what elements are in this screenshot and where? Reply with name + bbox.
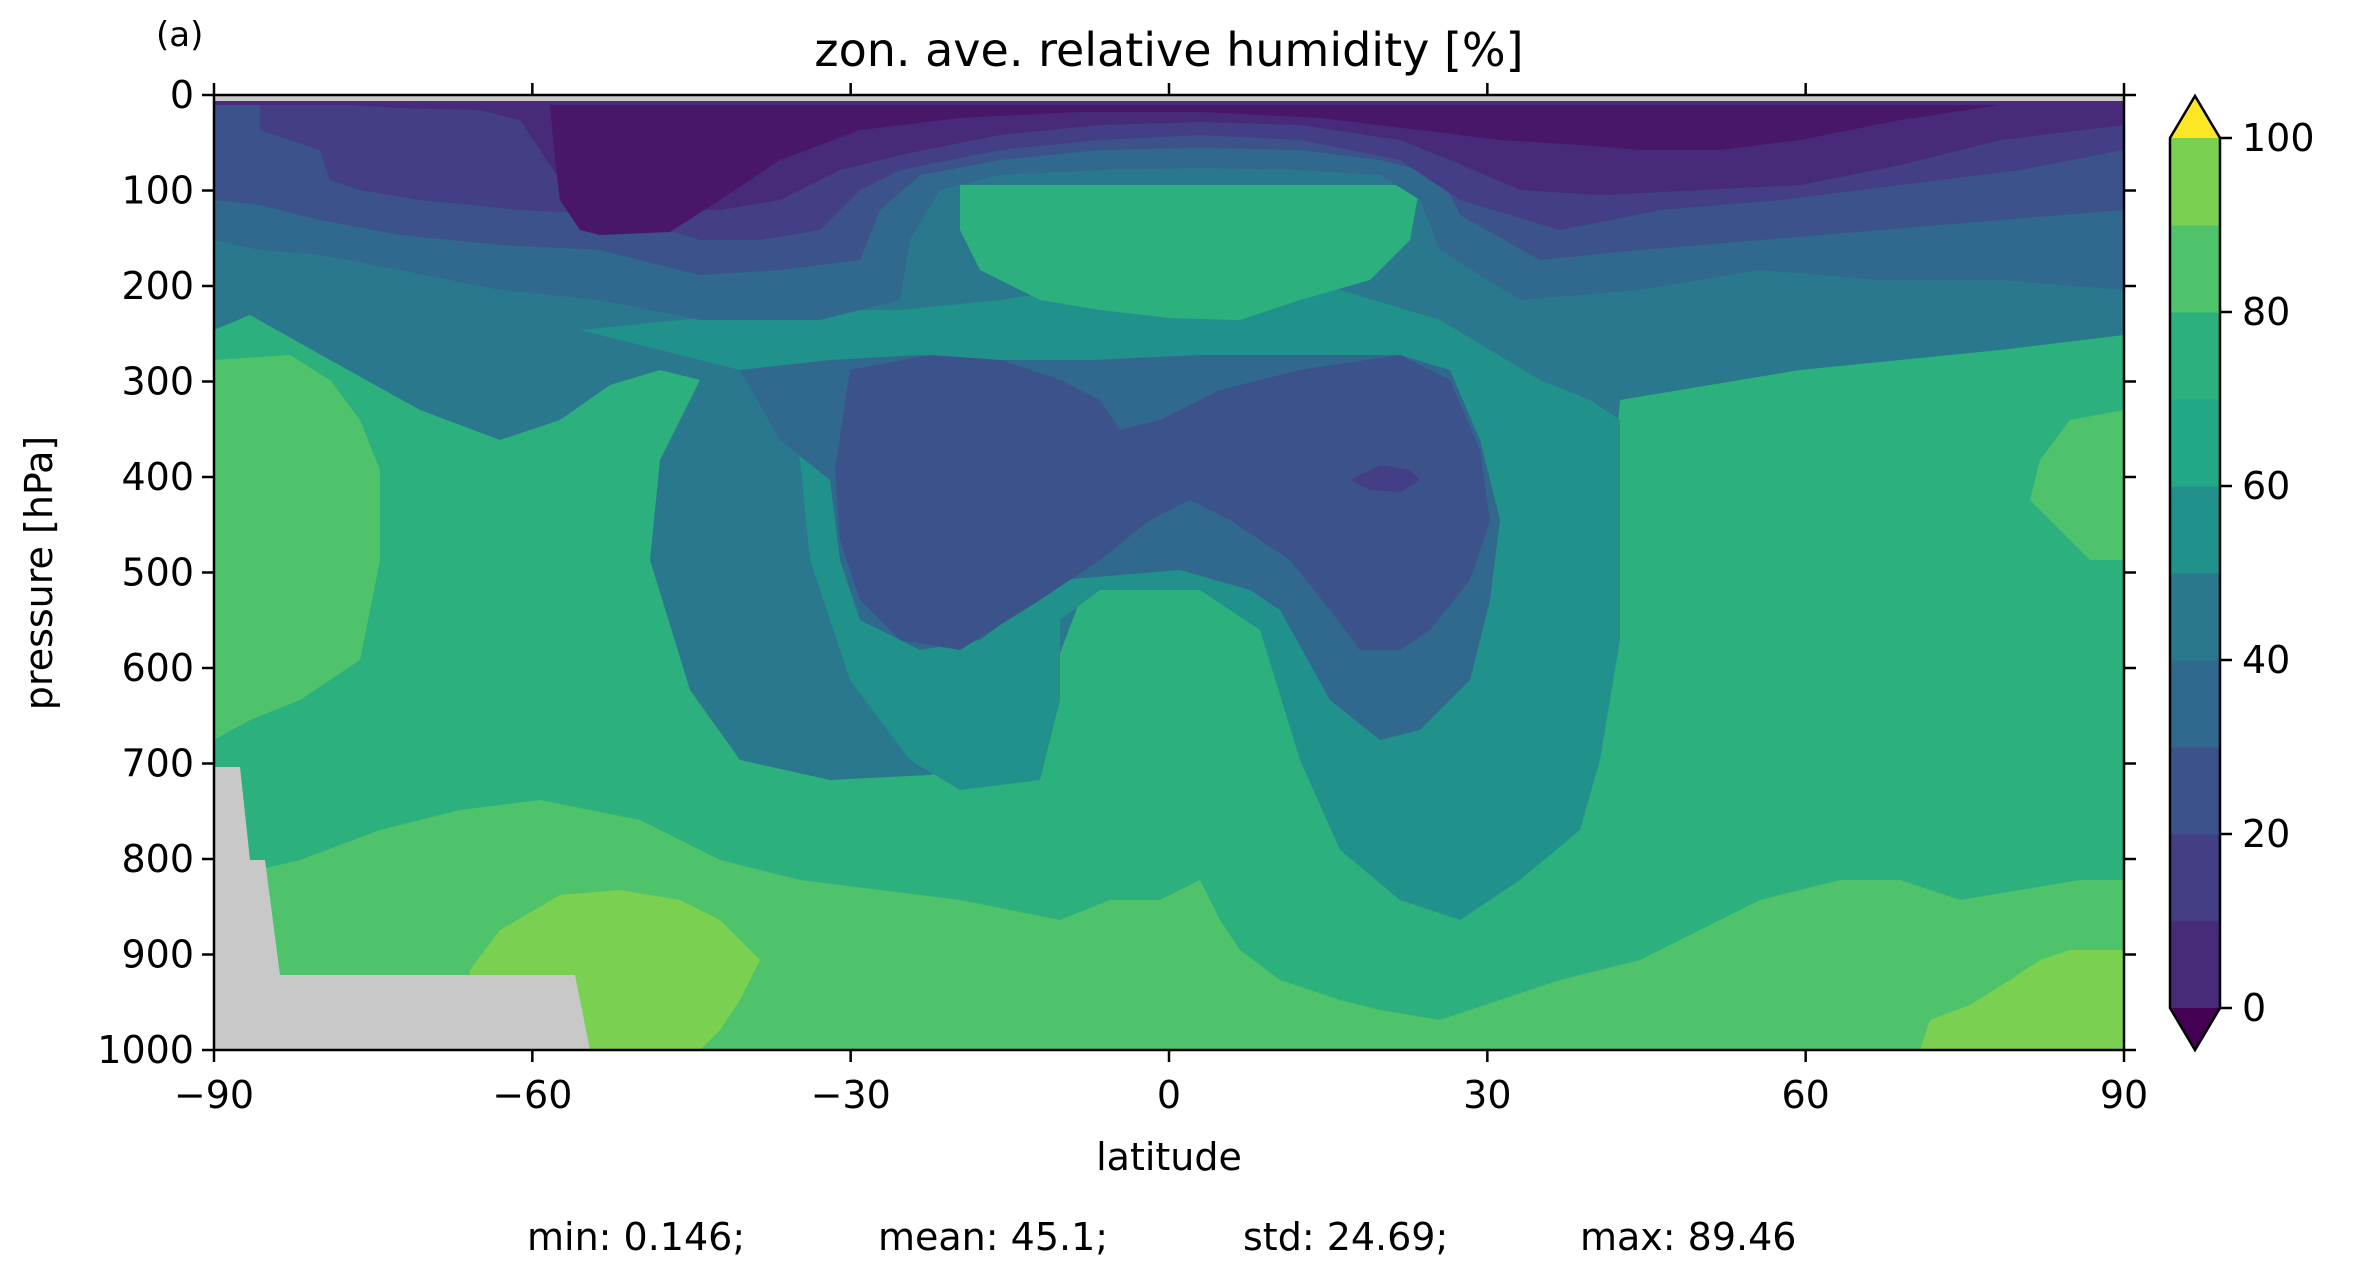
colorbar-segment — [2170, 747, 2220, 835]
y-axis: 0 100 200 300 400 500 600 700 800 900 1000 — [97, 73, 2136, 1072]
band-90-100-right — [1920, 950, 2124, 1050]
colorbar-segment — [2170, 573, 2220, 661]
x-tick-label: −90 — [174, 1073, 254, 1117]
stat-max: max: 89.46 — [1580, 1215, 1796, 1259]
band-30-40 — [835, 355, 1490, 650]
colorbar-tick-label: 40 — [2242, 638, 2290, 682]
colorbar-segment — [2170, 834, 2220, 922]
chart-title: zon. ave. relative humidity [%] — [814, 23, 1523, 77]
colorbar-segment — [2170, 486, 2220, 574]
y-tick-label: 600 — [121, 646, 194, 690]
colorbar-tick-label: 20 — [2242, 812, 2290, 856]
y-tick-label: 700 — [121, 742, 194, 786]
y-tick-label: 400 — [121, 455, 194, 499]
y-tick-label: 800 — [121, 837, 194, 881]
orography-mask — [214, 767, 590, 1050]
y-tick-label: 300 — [121, 360, 194, 404]
colorbar-tick-label: 80 — [2242, 290, 2290, 334]
band-70-80-top-center — [960, 185, 1420, 320]
x-tick-label: 90 — [2100, 1073, 2148, 1117]
stat-min: min: 0.146; — [527, 1215, 745, 1259]
colorbar-extend-min — [2170, 1008, 2220, 1050]
stat-std: std: 24.69; — [1243, 1215, 1448, 1259]
colorbar-segment — [2170, 225, 2220, 313]
y-axis-label: pressure [hPa] — [17, 436, 61, 710]
colorbar-segment — [2170, 138, 2220, 226]
y-tick-label: 1000 — [97, 1028, 194, 1072]
top-strip-grey — [214, 95, 2124, 101]
x-axis: −90 −60 −30 0 30 60 90 — [174, 83, 2148, 1117]
colorbar-segment — [2170, 660, 2220, 748]
y-tick-label: 500 — [121, 551, 194, 595]
colorbar-segment — [2170, 399, 2220, 487]
colorbar-tick-label: 60 — [2242, 464, 2290, 508]
x-tick-label: 30 — [1463, 1073, 1511, 1117]
colorbar-tick-label: 0 — [2242, 986, 2266, 1030]
colorbar-segment — [2170, 312, 2220, 400]
x-tick-label: −60 — [492, 1073, 572, 1117]
band-0-10-upper — [550, 105, 2000, 235]
band-80-90-right — [2030, 410, 2124, 560]
x-tick-label: 0 — [1157, 1073, 1181, 1117]
colorbar-extend-max — [2170, 96, 2220, 138]
band-80-90-left — [214, 355, 380, 740]
y-tick-label: 900 — [121, 933, 194, 977]
y-tick-label: 200 — [121, 264, 194, 308]
band-20-30-eye — [1350, 465, 1420, 492]
x-axis-label: latitude — [1096, 1135, 1242, 1179]
stat-mean: mean: 45.1; — [878, 1215, 1108, 1259]
colorbar: 0 20 40 60 80 100 — [2168, 93, 2315, 1053]
contour-field — [214, 95, 2124, 1050]
y-tick-label: 0 — [170, 73, 194, 117]
x-tick-label: −30 — [811, 1073, 891, 1117]
colorbar-segment — [2170, 921, 2220, 1009]
colorbar-tick-label: 100 — [2242, 116, 2315, 160]
y-tick-label: 100 — [121, 169, 194, 213]
x-tick-label: 60 — [1781, 1073, 1829, 1117]
panel-label: (a) — [156, 15, 203, 55]
